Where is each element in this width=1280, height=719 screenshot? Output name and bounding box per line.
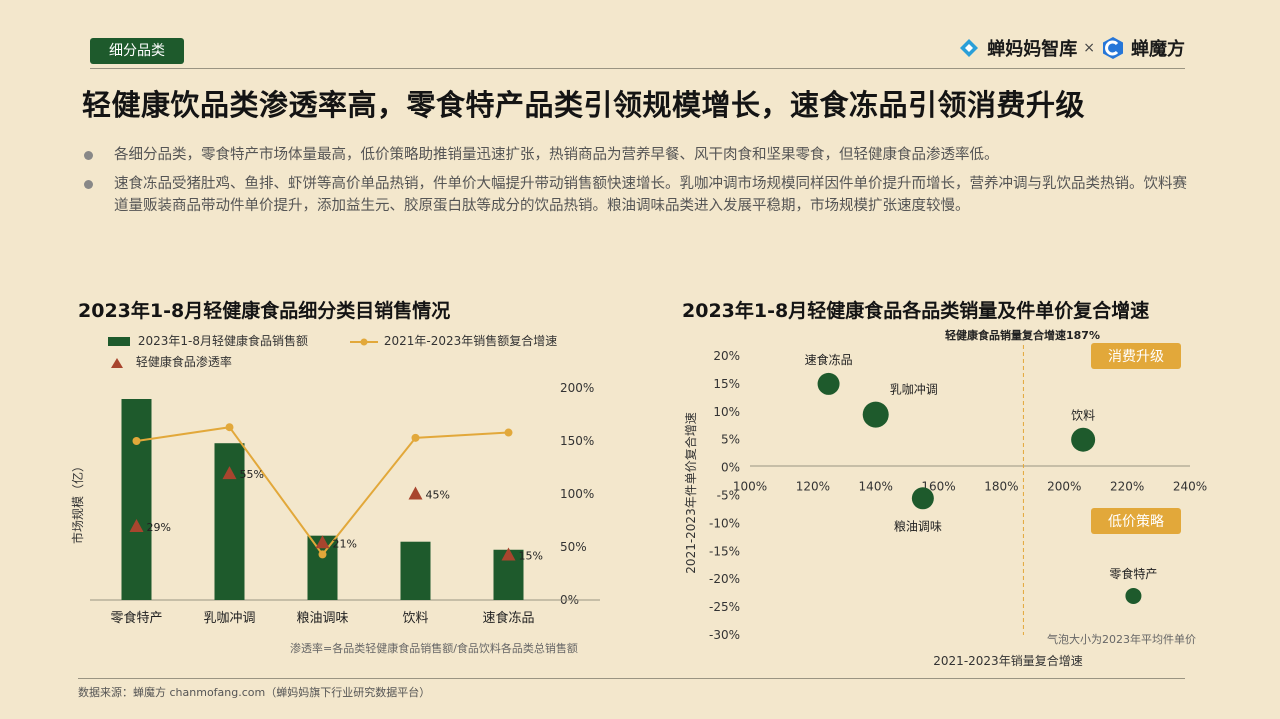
category-bubble <box>911 487 934 510</box>
y2-tick-label: 150% <box>560 434 594 448</box>
left-chart: 市场规模（亿） 200%150%100%50%0% 29%55%21%45%15… <box>70 381 600 655</box>
category-tick-label: 粮油调味 <box>296 611 348 626</box>
bubble-label: 粮油调味 <box>894 518 942 533</box>
badge-upgrade: 消费升级 <box>1091 343 1181 369</box>
y2-tick-label: 50% <box>560 540 587 554</box>
legend-marker: 轻健康食品渗透率 <box>110 353 232 370</box>
penetration-label: 29% <box>147 521 171 534</box>
category-tag: 细分品类 <box>90 38 184 64</box>
right-chart-title: 2023年1-8月轻健康食品各品类销量及件单价复合增速 <box>682 300 1150 322</box>
growth-point <box>504 428 513 437</box>
footer-divider <box>78 678 1185 679</box>
bubble-label: 乳咖冲调 <box>890 382 938 397</box>
legend-line-label: 2021年-2023年销售额复合增速 <box>383 334 558 348</box>
bubble-label: 饮料 <box>1071 409 1095 423</box>
bubble-label: 零食特产 <box>1109 566 1157 581</box>
badge-lowprice: 低价策略 <box>1091 508 1181 534</box>
y-tick-label: -20% <box>709 572 740 586</box>
legend-bar: 2023年1-8月轻健康食品销售额 <box>108 332 308 349</box>
category-tick-label: 速食冻品 <box>482 610 534 626</box>
penetration-marker <box>501 547 516 561</box>
category-tick-label: 饮料 <box>402 611 428 626</box>
penetration-label: 21% <box>333 537 357 550</box>
bullet-dot-icon <box>84 180 93 189</box>
reference-label: 轻健康食品销量复合增速187% <box>945 328 1100 342</box>
bubble-label: 速食冻品 <box>805 352 853 367</box>
y2-tick-label: 200% <box>560 381 594 395</box>
y-tick-label: 0% <box>721 461 740 475</box>
chanmama-logo-icon <box>960 39 979 57</box>
y-tick-label: -30% <box>709 628 740 642</box>
category-bubble <box>1125 587 1142 604</box>
bullet-text: 各细分品类，零食特产市场体量最高，低价策略助推销量迅速扩张，热销商品为营养早餐、… <box>114 147 999 163</box>
y-tick-label: 10% <box>713 405 740 419</box>
category-tick-label: 零食特产 <box>110 610 162 626</box>
bullet-text: 速食冻品受猪肚鸡、鱼排、虾饼等高价单品热销，件单价大幅提升带动销售额快速增长。乳… <box>114 176 1187 214</box>
left-chart-title: 2023年1-8月轻健康食品细分类目销售情况 <box>78 300 451 322</box>
brand-right: 蝉魔方 <box>1131 39 1185 60</box>
legend-marker-swatch <box>111 357 123 368</box>
growth-point <box>225 423 234 432</box>
penetration-marker <box>315 535 330 549</box>
x-tick-label: 100% <box>733 480 767 494</box>
category-tick-label: 乳咖冲调 <box>203 611 255 626</box>
header-divider <box>90 68 1185 69</box>
sales-bar <box>400 541 431 600</box>
bubble-size-note: 气泡大小为2023年平均件单价 <box>1047 632 1196 646</box>
growth-point <box>132 437 141 445</box>
bullet-item: 各细分品类，零食特产市场体量最高，低价策略助推销量迅速扩张，热销商品为营养早餐、… <box>82 144 1192 166</box>
bullet-dot-icon <box>84 151 93 160</box>
x-tick-label: 120% <box>796 480 830 494</box>
penetration-marker <box>408 486 423 500</box>
y2-tick-label: 100% <box>560 487 594 501</box>
page-title: 轻健康饮品类渗透率高，零食特产品类引领规模增长，速食冻品引领消费升级 <box>82 88 1086 122</box>
data-source: 数据来源：蝉魔方 chanmofang.com（蝉妈妈旗下行业研究数据平台） <box>78 686 431 699</box>
right-y-axis-label: 2021-2023年件单价复合增速 <box>683 412 698 573</box>
y-tick-label: -25% <box>709 600 740 614</box>
left-y-axis-label: 市场规模（亿） <box>70 460 85 544</box>
badge-lowprice-label: 低价策略 <box>1108 513 1164 530</box>
penetration-marker <box>222 466 237 480</box>
legend-marker-label: 轻健康食品渗透率 <box>135 355 232 369</box>
brand-left: 蝉妈妈智库 <box>987 39 1078 60</box>
sales-bar <box>121 399 152 600</box>
left-chart-note: 渗透率=各品类轻健康食品销售额/食品饮料各品类总销售额 <box>290 641 578 655</box>
y-tick-label: -5% <box>717 489 740 503</box>
x-tick-label: 180% <box>984 480 1018 494</box>
legend-bar-label: 2023年1-8月轻健康食品销售额 <box>137 334 308 348</box>
penetration-label: 45% <box>426 489 450 502</box>
penetration-marker <box>129 519 144 533</box>
legend-line: 2021年-2023年销售额复合增速 <box>350 332 557 349</box>
summary-bullets: 各细分品类，零食特产市场体量最高，低价策略助推销量迅速扩张，热销商品为营养早餐、… <box>82 144 1192 224</box>
legend-line-swatch <box>350 338 378 345</box>
right-x-axis-label: 2021-2023年销量复合增速 <box>933 653 1082 668</box>
legend-bar-swatch <box>108 337 130 346</box>
bullet-item: 速食冻品受猪肚鸡、鱼排、虾饼等高价单品热销，件单价大幅提升带动销售额快速增长。乳… <box>82 173 1192 217</box>
chanmofang-logo-icon <box>1103 37 1123 59</box>
x-tick-label: 140% <box>859 480 893 494</box>
badge-upgrade-label: 消费升级 <box>1108 349 1164 365</box>
brand-logos: 蝉妈妈智库 × 蝉魔方 <box>957 32 1185 64</box>
growth-point <box>318 550 327 559</box>
x-tick-label: 200% <box>1047 480 1081 494</box>
category-bubble <box>862 401 889 428</box>
y-tick-label: 15% <box>713 377 740 391</box>
right-chart: 轻健康食品销量复合增速187% 20% 15% 10% 5% 0% -5% -10% -15%… <box>683 328 1207 668</box>
y-tick-label: -10% <box>709 516 740 530</box>
y-tick-label: 5% <box>721 433 740 447</box>
penetration-label: 15% <box>519 550 543 563</box>
y-tick-label: -15% <box>709 544 740 558</box>
y-tick-label: 20% <box>713 349 740 363</box>
category-bubble <box>1071 427 1096 452</box>
category-bubble <box>817 372 840 395</box>
brand-separator: × <box>1083 40 1095 56</box>
growth-point <box>411 433 420 442</box>
x-tick-label: 220% <box>1110 480 1144 494</box>
penetration-label: 55% <box>240 468 264 481</box>
x-tick-label: 240% <box>1173 480 1207 494</box>
